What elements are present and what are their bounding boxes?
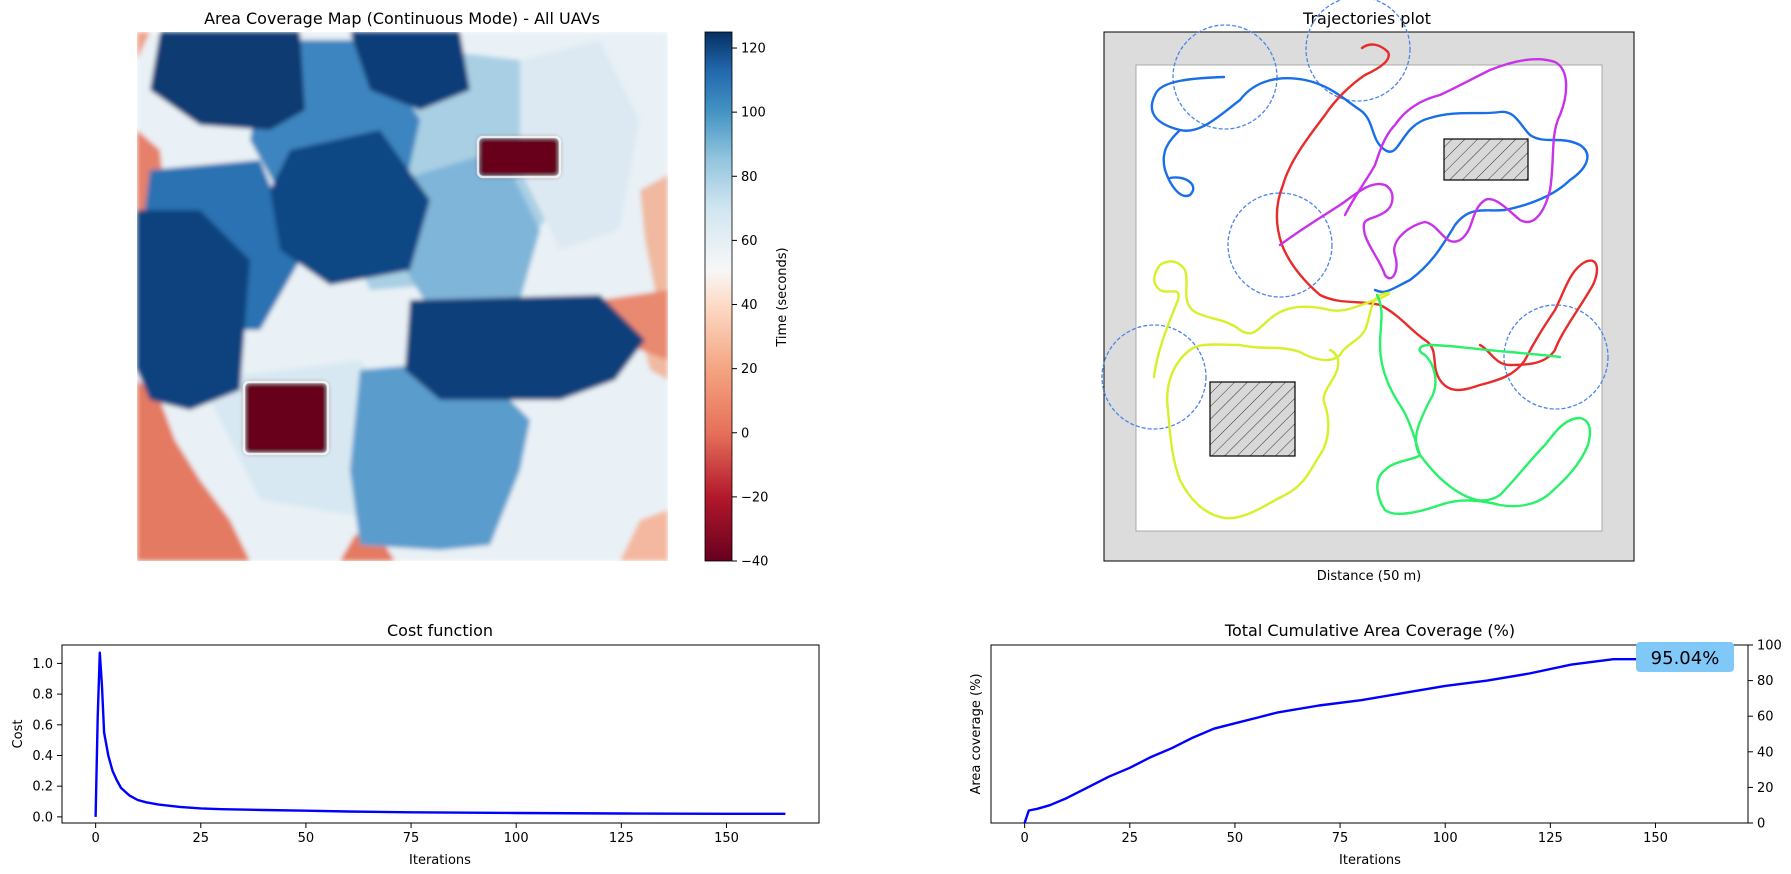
- x-tick-label: 125: [1538, 831, 1563, 846]
- x-tick-label: 25: [193, 831, 210, 846]
- coverage-ylabel: Area coverage (%): [969, 673, 984, 794]
- x-tick-label: 100: [1433, 831, 1458, 846]
- x-tick-label: 0: [92, 831, 100, 846]
- heatmap-title: Area Coverage Map (Continuous Mode) - Al…: [204, 9, 600, 28]
- coverage-panel: Total Cumulative Area Coverage (%) 0 25 50…: [969, 621, 1782, 868]
- y-tick-label: 0.2: [32, 780, 53, 795]
- heatmap-obstacle: [244, 382, 328, 454]
- y-tick-label: 100: [1757, 639, 1782, 654]
- colorbar-tick-label: −40: [741, 555, 768, 570]
- sensor-range-circle: [1172, 24, 1278, 130]
- colorbar-label: Time (seconds): [775, 247, 790, 347]
- x-tick-label: 100: [504, 831, 529, 846]
- x-tick-label: 50: [1227, 831, 1244, 846]
- heatmap-region: [350, 360, 530, 550]
- colorbar-gradient: [704, 31, 733, 562]
- heatmap-obstacle: [478, 137, 560, 177]
- x-tick-label: 150: [1643, 831, 1668, 846]
- heatmap-region-uncovered: [137, 380, 250, 561]
- colorbar-tick-label: 60: [741, 234, 758, 249]
- y-tick-label: 0: [1757, 817, 1765, 832]
- heatmap-region-dark: [137, 210, 250, 410]
- trajectory-line: [1150, 75, 1589, 294]
- trajectory-line: [1375, 293, 1592, 515]
- sensor-range-circle: [1305, 0, 1411, 102]
- y-tick-label: 0.4: [32, 749, 53, 764]
- obstacle: [1443, 138, 1529, 181]
- cost-axes-frame: [61, 644, 820, 824]
- colorbar-tick-label: 120: [741, 42, 766, 57]
- cost-title: Cost function: [387, 621, 493, 640]
- trajectories-title: Trajectories plot: [1302, 9, 1431, 28]
- heatmap-region-dark: [350, 32, 470, 110]
- colorbar-tick-label: 20: [741, 362, 758, 377]
- colorbar-tick-label: 80: [741, 170, 758, 185]
- y-tick-label: 80: [1757, 674, 1774, 689]
- y-tick-label: 20: [1757, 781, 1774, 796]
- heatmap-region-dark: [405, 295, 645, 400]
- heatmap-region-dark: [270, 130, 430, 285]
- y-tick-label: 0.0: [32, 810, 53, 825]
- cost-series-line: [94, 651, 786, 817]
- trajectory-line: [1278, 57, 1568, 280]
- coverage-annotation-text: 95.04%: [1651, 648, 1720, 669]
- x-tick-label: 150: [714, 831, 739, 846]
- trajectories-xlabel: Distance (50 m): [1317, 569, 1421, 584]
- colorbar-tick-label: 100: [741, 106, 766, 121]
- colorbar-tick-label: 40: [741, 298, 758, 313]
- coverage-series-line: [1023, 658, 1643, 824]
- y-tick-label: 0.8: [32, 688, 53, 703]
- coverage-annotation: 95.04%: [1636, 642, 1734, 672]
- heatmap-region-uncovered: [620, 510, 668, 561]
- cost-ylabel: Cost: [11, 720, 26, 749]
- coverage-heatmap-panel: Area Coverage Map (Continuous Mode) - Al…: [137, 9, 790, 570]
- trajectory-line: [1275, 43, 1599, 392]
- trajectory-line: [1152, 260, 1391, 520]
- heatmap-region-uncovered: [137, 32, 150, 60]
- x-tick-label: 25: [1122, 831, 1139, 846]
- colorbar-tick-label: −20: [741, 490, 768, 505]
- sensor-range-circle: [1101, 324, 1207, 430]
- sensor-range-circle: [1503, 304, 1609, 410]
- sensor-range-circle: [1227, 192, 1333, 298]
- x-tick-label: 125: [609, 831, 634, 846]
- coverage-title: Total Cumulative Area Coverage (%): [1224, 621, 1515, 640]
- heatmap-image: [137, 32, 668, 561]
- coverage-xlabel: Iterations: [1339, 853, 1401, 868]
- obstacle: [1209, 381, 1296, 457]
- coverage-annotation-box: [1636, 642, 1734, 672]
- x-tick-label: 0: [1021, 831, 1029, 846]
- x-tick-label: 75: [403, 831, 420, 846]
- x-tick-label: 75: [1332, 831, 1349, 846]
- cost-function-panel: Cost function 0 25 50 75 100 125 150 0.0 0.2 0.4…: [11, 621, 820, 868]
- trajectories-panel: Trajectories plot Distance (50 m): [1101, 0, 1635, 584]
- y-tick-label: 60: [1757, 710, 1774, 725]
- heatmap-region: [520, 40, 640, 250]
- y-tick-label: 0.6: [32, 718, 53, 733]
- heatmap-region: [400, 150, 540, 310]
- colorbar-tick-label: 0: [741, 426, 749, 441]
- coverage-axes-frame: [990, 644, 1749, 824]
- colorbar: −40 −20 0 20 40 60 80 100 120 Time (seconds): [704, 31, 790, 570]
- cost-xlabel: Iterations: [409, 853, 471, 868]
- y-tick-label: 1.0: [32, 657, 53, 672]
- heatmap-region-dark: [150, 32, 305, 130]
- heatmap-region-uncovered: [600, 290, 668, 360]
- y-tick-label: 40: [1757, 745, 1774, 760]
- heatmap-region-uncovered: [340, 530, 395, 561]
- x-tick-label: 50: [298, 831, 315, 846]
